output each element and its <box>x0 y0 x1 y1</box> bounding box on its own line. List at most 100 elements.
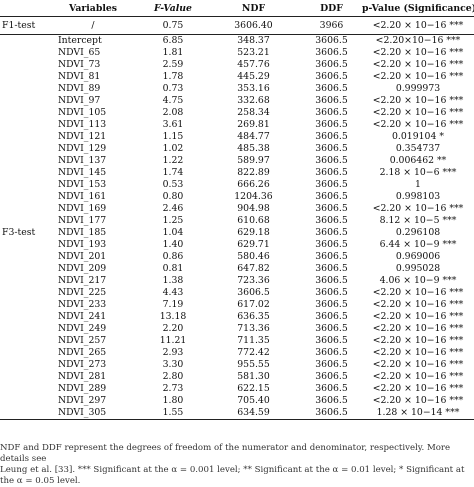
cell-ddf: 3606.5 <box>315 203 348 214</box>
cell-ndf: 772.42 <box>237 347 270 358</box>
table-row: NDVI_177 1.25 610.68 3606.5 8.12 × 10−5 *** <box>0 215 474 227</box>
cell-variable: NDVI_129 <box>58 143 107 154</box>
cell-ddf: 3606.5 <box>315 371 348 382</box>
cell-f-value: 2.93 <box>162 347 184 358</box>
table-row: NDVI_289 2.73 622.15 3606.5 <2.20 × 10−16 **… <box>0 383 474 395</box>
cell-variable: NDVI_89 <box>58 83 101 94</box>
cell-f-value: 0.53 <box>162 179 184 190</box>
test-label-cell <box>0 119 46 131</box>
test-label-cell <box>0 107 46 119</box>
cell-ddf: 3966 <box>301 16 362 35</box>
test-label-cell <box>0 263 46 275</box>
table-row: NDVI_225 4.43 3606.5 3606.5 <2.20 × 10−16 **… <box>0 287 474 299</box>
table-row: NDVI_201 0.86 580.46 3606.5 0.969006 <box>0 251 474 263</box>
cell-ddf: 3606.5 <box>301 407 362 420</box>
cell-p-value: <2.20 × 10−16 *** <box>372 119 464 130</box>
cell-ddf: 3606.5 <box>315 395 348 406</box>
cell-ndf: 485.38 <box>237 143 270 154</box>
cell-variable: NDVI_65 <box>58 47 101 58</box>
header-ddf: DDF <box>301 0 362 17</box>
test-label-f3: F3-test <box>2 227 36 238</box>
test-label-cell <box>0 143 46 155</box>
cell-f-value: 7.19 <box>162 299 184 310</box>
footnote-line-1: NDF and DDF represent the degrees of fre… <box>0 443 451 464</box>
cell-p-value: 6.44 × 10−9 *** <box>379 239 457 250</box>
test-label-cell <box>0 287 46 299</box>
test-label-cell <box>0 179 46 191</box>
cell-variable: NDVI_201 <box>58 251 107 262</box>
table-row-f1: F1-test / 0.75 3606.40 3966 <2.20 × 10−1… <box>0 16 474 35</box>
cell-p-value: 0.995028 <box>395 263 441 274</box>
header-row: Variables F-Value NDF DDF p-Value (Signi… <box>0 0 474 17</box>
header-ndf: NDF <box>206 0 301 17</box>
cell-ddf: 3606.5 <box>315 131 348 142</box>
cell-variable: NDVI_297 <box>58 395 107 406</box>
table-row: NDVI_97 4.75 332.68 3606.5 <2.20 × 10−16 *** <box>0 95 474 107</box>
cell-p-value: <2.20 × 10−16 *** <box>362 16 474 35</box>
cell-ddf: 3606.5 <box>315 347 348 358</box>
cell-ndf: 1204.36 <box>234 191 273 202</box>
test-label-cell <box>0 383 46 395</box>
cell-f-value: 1.04 <box>162 227 184 238</box>
test-label-cell <box>0 35 46 48</box>
test-label-cell <box>0 155 46 167</box>
cell-variable: NDVI_137 <box>58 155 107 166</box>
header-f-value: F-Value <box>140 0 206 17</box>
table-row: NDVI_73 2.59 457.76 3606.5 <2.20 × 10−16 *** <box>0 59 474 71</box>
cell-p-value: 0.999973 <box>395 83 441 94</box>
cell-variable: NDVI_121 <box>58 131 107 142</box>
test-label-cell <box>0 335 46 347</box>
cell-p-value: 0.296108 <box>395 227 441 238</box>
cell-ndf: 484.77 <box>237 131 270 142</box>
table-footnote: NDF and DDF represent the degrees of fre… <box>0 443 474 487</box>
cell-variable: Intercept <box>58 35 102 46</box>
table-row: NDVI_129 1.02 485.38 3606.5 0.354737 <box>0 143 474 155</box>
cell-ndf: 711.35 <box>237 335 270 346</box>
cell-p-value: <2.20 × 10−16 *** <box>372 395 464 406</box>
test-label-cell <box>0 251 46 263</box>
cell-variable: NDVI_169 <box>58 203 107 214</box>
table-row: NDVI_209 0.81 647.82 3606.5 0.995028 <box>0 263 474 275</box>
cell-ddf: 3606.5 <box>315 167 348 178</box>
cell-ndf: 822.89 <box>237 167 270 178</box>
cell-p-value: 1 <box>415 179 421 190</box>
cell-p-value: <2.20 × 10−16 *** <box>372 347 464 358</box>
cell-variable: NDVI_217 <box>58 275 107 286</box>
cell-p-value: <2.20 × 10−16 *** <box>372 311 464 322</box>
cell-variable: NDVI_289 <box>58 383 107 394</box>
cell-ddf: 3606.5 <box>315 71 348 82</box>
cell-p-value: 4.06 × 10−9 *** <box>379 275 457 286</box>
cell-ndf: 610.68 <box>237 215 270 226</box>
test-label-cell <box>0 47 46 59</box>
cell-variable: NDVI_193 <box>58 239 107 250</box>
cell-f-value: 0.75 <box>140 16 206 35</box>
cell-variable: NDVI_273 <box>58 359 107 370</box>
header-variables: Variables <box>46 0 140 17</box>
cell-variable: NDVI_249 <box>58 323 107 334</box>
cell-f-value: 0.73 <box>162 83 184 94</box>
footnote-line-2: Leung et al. [33]. *** Significant at th… <box>0 465 465 486</box>
cell-f-value: 1.22 <box>162 155 184 166</box>
cell-p-value: <2.20 × 10−16 *** <box>372 299 464 310</box>
cell-p-value: <2.20 × 10−16 *** <box>372 47 464 58</box>
table-row: NDVI_137 1.22 589.97 3606.5 0.006462 ** <box>0 155 474 167</box>
table-row: F3-test NDVI_185 1.04 629.18 3606.5 0.296108 <box>0 227 474 239</box>
table-row: Intercept 6.85 348.37 3606.5 <2.20×10−16 *** <box>0 35 474 48</box>
cell-ddf: 3606.5 <box>315 287 348 298</box>
table-row: NDVI_217 1.38 723.36 3606.5 4.06 × 10−9 *** <box>0 275 474 287</box>
cell-ndf: 955.55 <box>237 359 270 370</box>
cell-ddf: 3606.5 <box>315 311 348 322</box>
table-row: NDVI_169 2.46 904.98 3606.5 <2.20 × 10−16 **… <box>0 203 474 215</box>
test-label-f1: F1-test <box>0 16 46 35</box>
test-label-cell <box>0 299 46 311</box>
cell-ddf: 3606.5 <box>315 251 348 262</box>
header-test <box>0 0 46 17</box>
cell-ndf: 617.02 <box>237 299 270 310</box>
test-label-cell <box>0 275 46 287</box>
cell-p-value: <2.20 × 10−16 *** <box>372 107 464 118</box>
table-row: NDVI_113 3.61 269.81 3606.5 <2.20 × 10−16 **… <box>0 119 474 131</box>
test-label-cell <box>0 407 46 420</box>
cell-ndf: 629.18 <box>237 227 270 238</box>
cell-variable: NDVI_177 <box>58 215 107 226</box>
cell-ddf: 3606.5 <box>315 47 348 58</box>
